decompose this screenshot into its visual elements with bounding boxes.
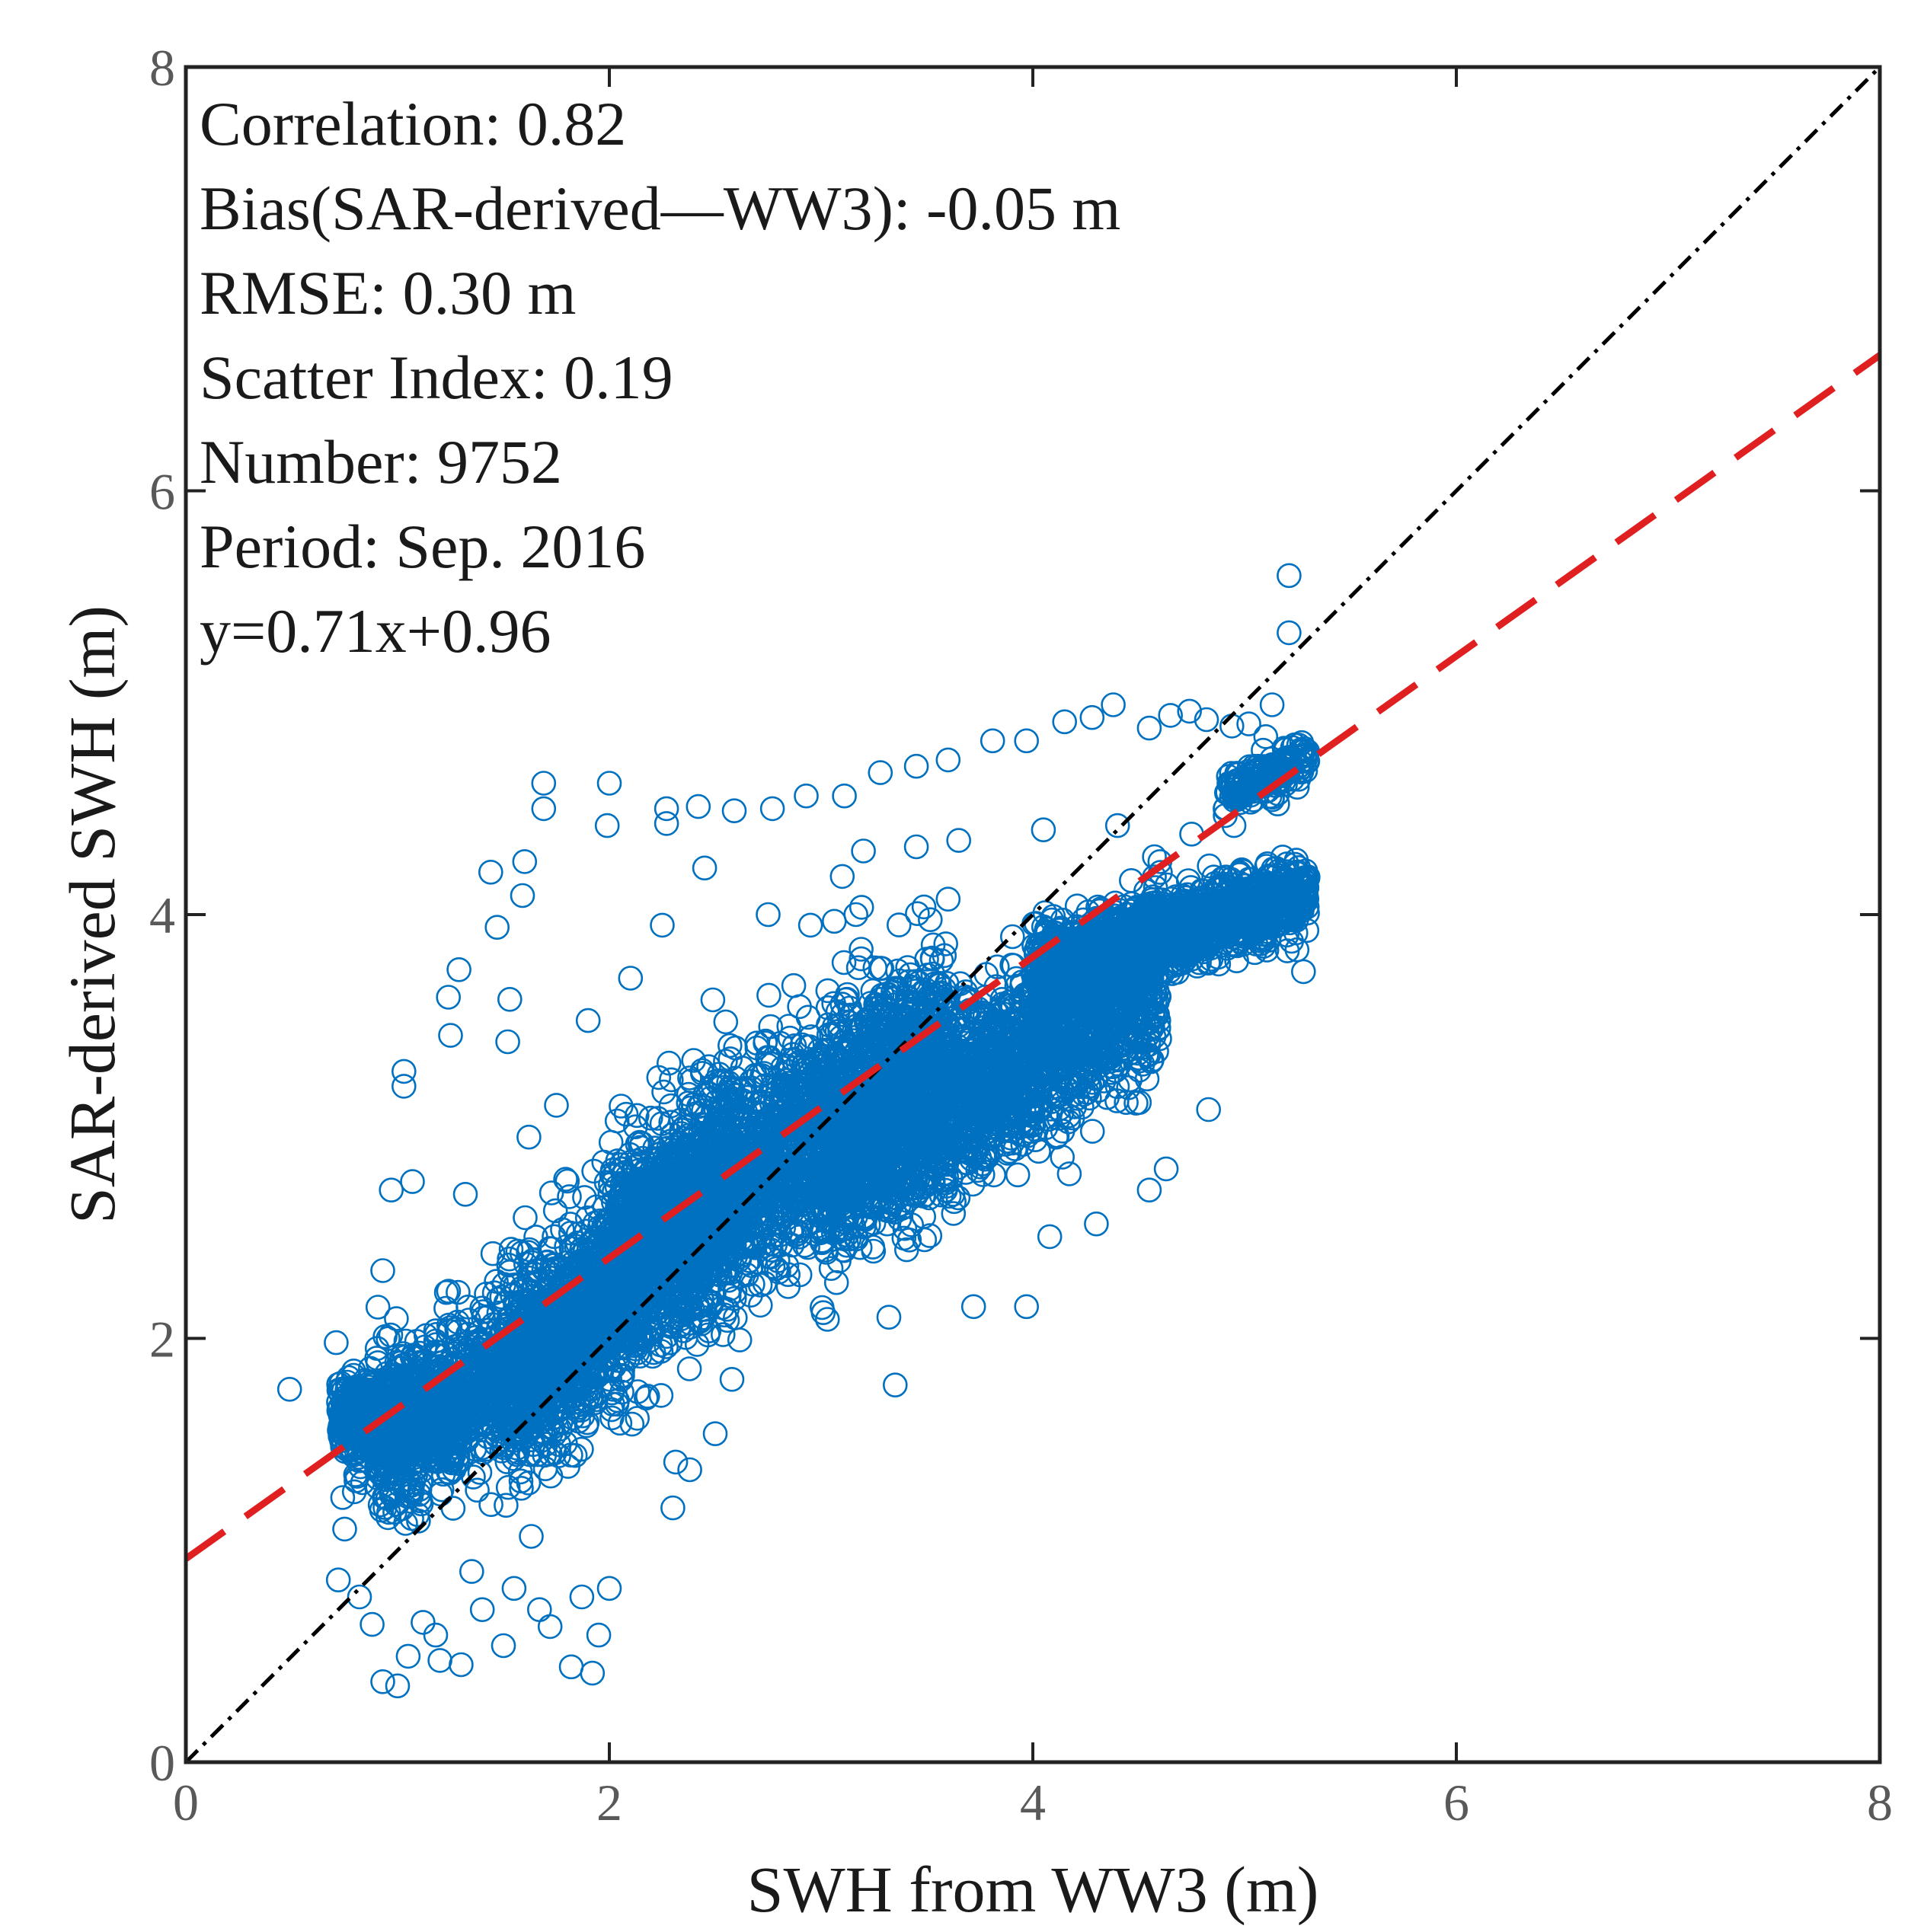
data-point — [713, 1009, 739, 1035]
data-point — [700, 987, 726, 1013]
data-point — [849, 895, 874, 920]
data-point — [334, 1409, 360, 1435]
data-point — [343, 1376, 368, 1402]
data-point — [345, 1375, 371, 1400]
data-point — [663, 1449, 689, 1475]
data-point — [365, 1295, 391, 1320]
data-point — [648, 1383, 674, 1408]
scatter-points — [276, 563, 1321, 1699]
data-point — [538, 1463, 564, 1489]
data-point — [340, 1362, 366, 1388]
data-point — [758, 1014, 784, 1039]
data-point — [719, 1367, 745, 1392]
data-point — [341, 1479, 367, 1505]
data-point — [911, 894, 937, 920]
data-point — [905, 901, 930, 926]
data-point — [727, 1327, 753, 1352]
data-point — [519, 1524, 544, 1549]
data-point — [465, 1477, 490, 1503]
data-point — [681, 1048, 707, 1073]
data-point — [338, 1391, 363, 1417]
data-point — [676, 1356, 702, 1381]
data-point — [935, 886, 961, 912]
data-point — [330, 1485, 356, 1510]
data-point — [843, 902, 868, 928]
data-point — [433, 1279, 459, 1305]
data-point — [756, 982, 781, 1008]
data-point — [918, 907, 943, 932]
data-point — [326, 1372, 351, 1397]
data-point — [378, 1322, 404, 1348]
